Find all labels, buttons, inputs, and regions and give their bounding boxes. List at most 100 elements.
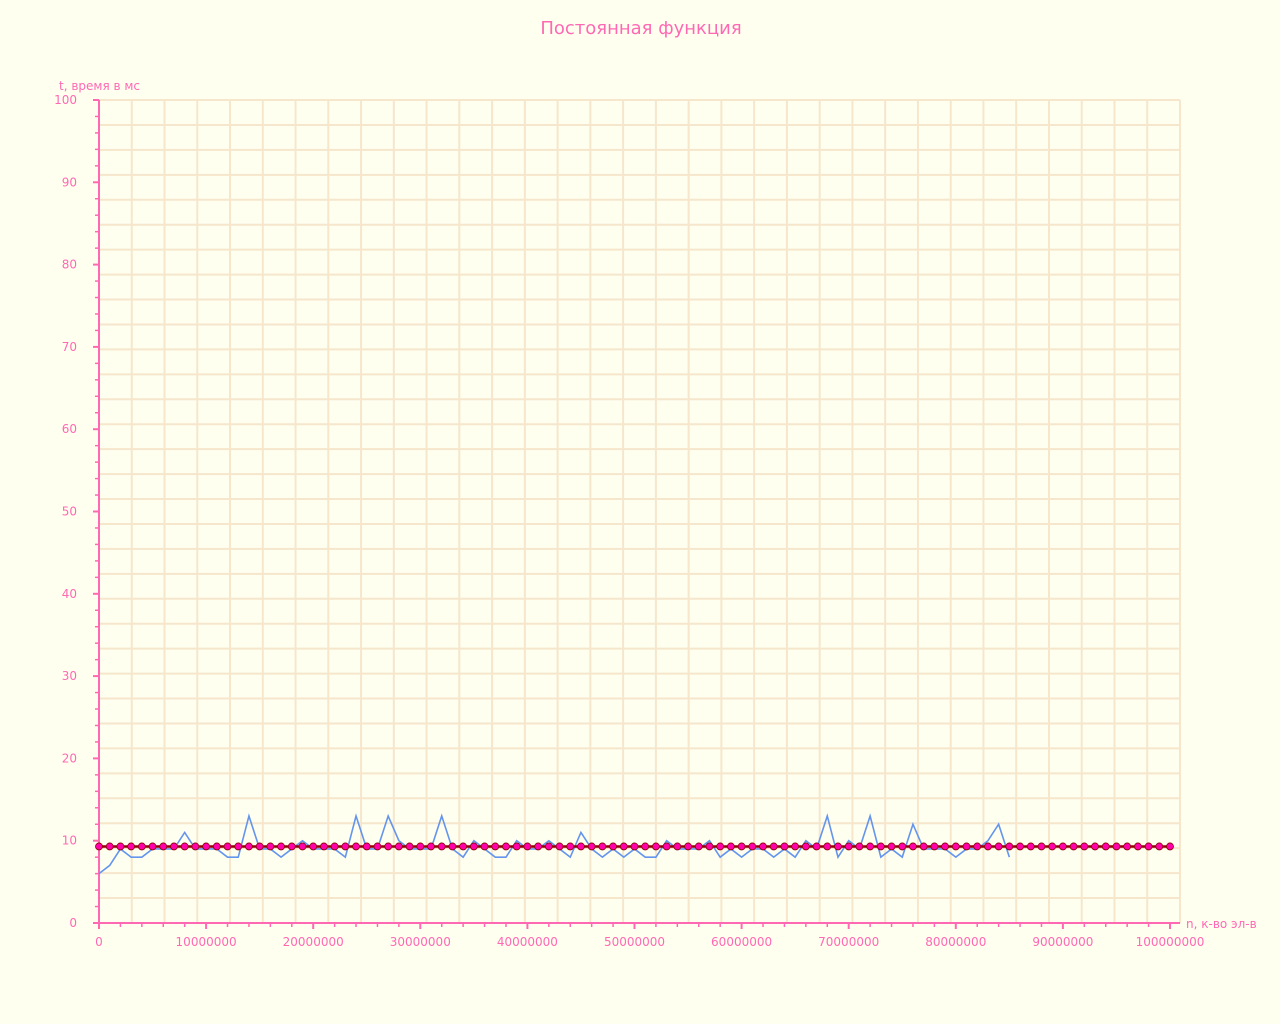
series-constant-point: [148, 842, 157, 851]
series-constant-point: [427, 842, 435, 851]
series-constant-point: [630, 842, 639, 851]
series-constant-point: [512, 842, 521, 851]
x-tick-label: 60000000: [711, 935, 772, 949]
series-constant-point: [1091, 842, 1099, 851]
series-constant-point: [1155, 842, 1164, 851]
x-tick-label: 90000000: [1032, 935, 1093, 949]
series-constant-point: [234, 842, 243, 851]
series-constant-point: [116, 842, 125, 851]
series-constant-point: [984, 842, 992, 851]
series-constant-point: [619, 842, 628, 851]
x-ticks: 0 10000000 20000000 30000000 40000000 5000000…: [95, 923, 1204, 949]
series-constant-point: [448, 842, 457, 851]
series-constant-point: [609, 842, 617, 851]
series-constant-point: [384, 842, 393, 851]
series-constant-point: [587, 842, 596, 851]
series-constant-point: [105, 842, 114, 851]
series-constant-point: [1112, 842, 1121, 851]
series-constant-point: [791, 842, 800, 851]
y-tick-label: 100: [54, 93, 77, 107]
x-tick-label: 80000000: [925, 935, 986, 949]
series-constant-point: [866, 842, 875, 851]
series-constant-point: [759, 842, 767, 851]
chart-title: Постоянная функция: [540, 18, 741, 39]
series-constant-point: [459, 842, 468, 851]
series-constant-point: [502, 842, 510, 851]
series-constant-point: [748, 842, 757, 851]
axes: [98, 100, 1180, 924]
series-constant-point: [876, 842, 885, 851]
series-constant-point: [1080, 842, 1089, 851]
series-constant-point: [127, 842, 136, 851]
series-constant-point: [566, 842, 575, 851]
series-constant-point: [223, 842, 232, 851]
series-constant-point: [159, 842, 168, 851]
y-tick-label: 70: [62, 340, 77, 354]
series-constant-point: [137, 842, 146, 851]
series-constant-point: [1069, 842, 1078, 851]
y-tick-label: 30: [62, 669, 77, 683]
series-constant-point: [673, 842, 682, 851]
series-constant-point: [694, 842, 703, 851]
series-constant-point: [95, 842, 103, 851]
series-constant-point: [726, 842, 735, 851]
x-tick-label: 100000000: [1136, 935, 1205, 949]
series-constant-point: [544, 842, 553, 851]
series-constant-point: [641, 842, 650, 851]
series-constant-point: [1101, 842, 1110, 851]
x-tick-label: 30000000: [390, 935, 451, 949]
y-tick-label: 10: [62, 834, 77, 848]
series-constant-point: [855, 842, 864, 851]
x-tick-label: 20000000: [283, 935, 344, 949]
series-constant-point: [277, 842, 285, 851]
series-constant-point: [534, 842, 543, 851]
series-constant-point: [555, 842, 564, 851]
y-tick-label: 50: [62, 505, 77, 519]
series-constant-point: [951, 842, 960, 851]
series-constant-point: [1166, 842, 1174, 851]
series-constant-point: [898, 842, 907, 851]
series-constant-point: [352, 842, 360, 851]
series-constant-point: [994, 842, 1003, 851]
series-constant-point: [373, 842, 382, 851]
series-constant-point: [801, 842, 810, 851]
series-constant-point: [919, 842, 928, 851]
series-constant-point: [973, 842, 982, 851]
series-constant-point: [255, 842, 264, 851]
series-constant-point: [309, 842, 318, 851]
series-constant-point: [170, 842, 178, 851]
series-constant-point: [330, 842, 339, 851]
series-constant-point: [480, 842, 489, 851]
series-constant-point: [769, 842, 778, 851]
series-constant-point: [1059, 842, 1067, 851]
series-constant-point: [705, 842, 714, 851]
series-constant-point: [598, 842, 607, 851]
series-constant-point: [737, 842, 746, 851]
series-constant-point: [416, 842, 425, 851]
series-constant-point: [1016, 842, 1024, 851]
series-constant-point: [1026, 842, 1035, 851]
x-tick-label: 50000000: [604, 935, 665, 949]
series-constant-point: [577, 842, 585, 851]
y-tick-label: 0: [69, 916, 77, 930]
series-constant-point: [491, 842, 500, 851]
series-constant-point: [523, 842, 532, 851]
series-constant-point: [1144, 842, 1153, 851]
y-tick-label: 90: [62, 175, 77, 189]
series-constant-point: [341, 842, 350, 851]
series-constant-point: [812, 842, 821, 851]
series-constant-point: [844, 842, 853, 851]
y-axis-label: t, время в мс: [59, 79, 140, 93]
x-axis-label: n, к-во эл-в: [1186, 917, 1257, 931]
series-constant-point: [930, 842, 939, 851]
series-constant-point: [684, 842, 692, 851]
series-constant-point: [405, 842, 414, 851]
series-constant-point: [180, 842, 189, 851]
series-constant-point: [834, 842, 842, 851]
x-tick-label: 10000000: [176, 935, 237, 949]
x-tick-label: 0: [95, 935, 103, 949]
series-constant-point: [320, 842, 328, 851]
series-constant-point: [362, 842, 371, 851]
series-constant-point: [823, 842, 832, 851]
